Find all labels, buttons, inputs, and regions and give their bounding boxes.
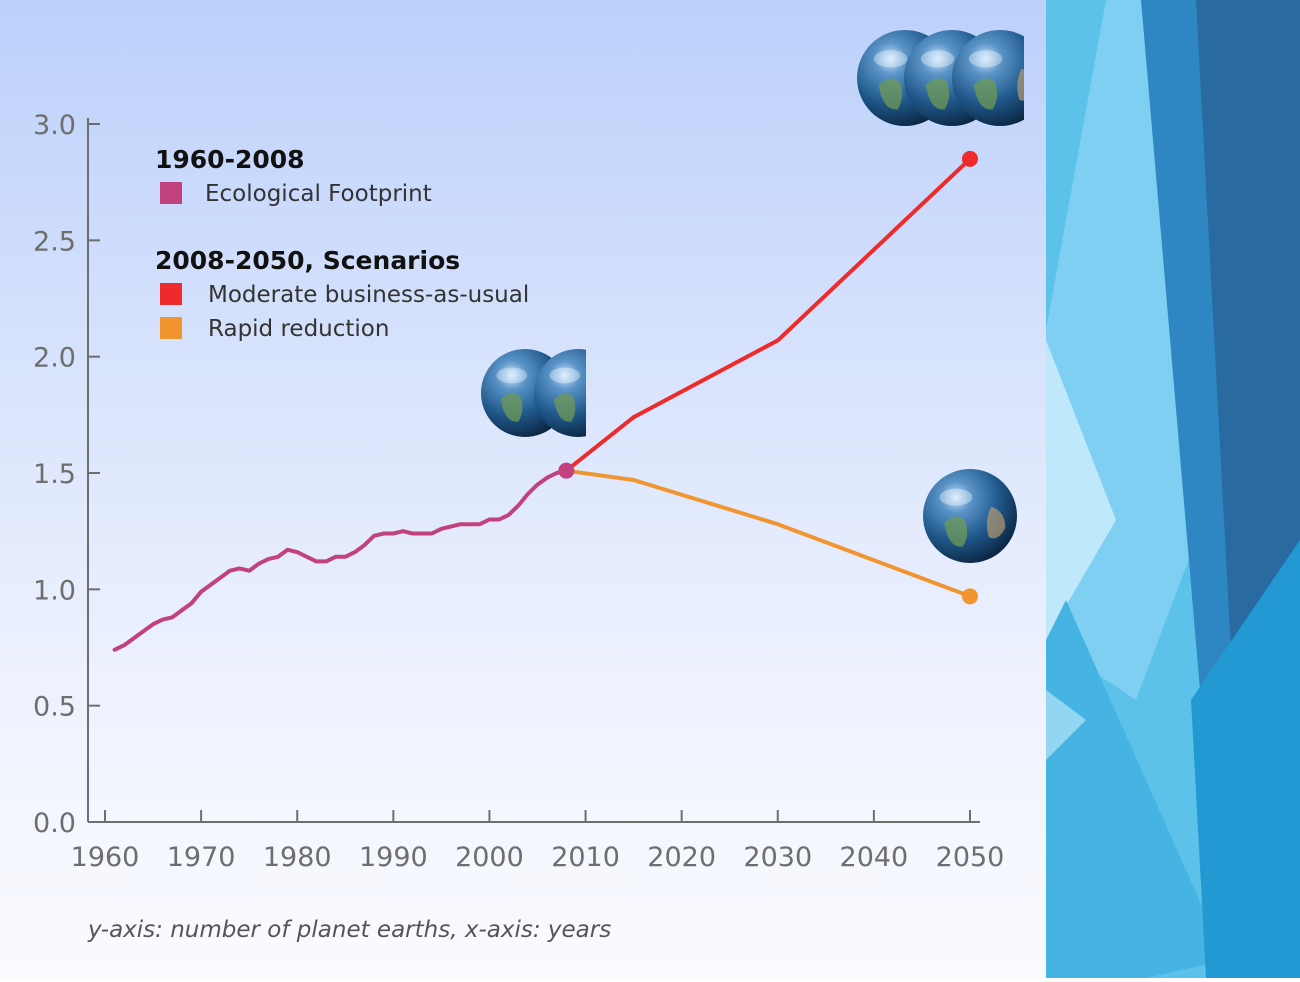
series-layer	[112, 156, 972, 652]
x-tick-label: 2010	[551, 842, 620, 873]
legend-label-moderate-bau: Moderate business-as-usual	[208, 282, 529, 308]
legend-heading-1960-2008: 1960-2008	[155, 145, 305, 174]
axis-caption: y-axis: number of planet earths, x-axis:…	[88, 917, 612, 943]
legend-swatch-moderate-bau	[160, 283, 182, 305]
x-tick-label: 2050	[936, 842, 1005, 873]
y-tick-label: 1.0	[33, 575, 76, 606]
legend-swatch-rapid-reduction	[160, 317, 182, 339]
decorative-side-panel	[1046, 0, 1300, 978]
earth-icons-layer	[481, 30, 1024, 563]
chart-panel: 0.0 0.5 1.0 1.5 2.0 2.5 3.0 1960 1970 1980 1990 200…	[0, 0, 1046, 978]
line-chart: 0.0 0.5 1.0 1.5 2.0 2.5 3.0 1960 1970 1980 1990 200…	[33, 30, 1024, 873]
legend-swatch-ecological-footprint	[160, 182, 182, 204]
series-line-ecological-footprint	[112, 468, 569, 652]
y-tick-label: 3.0	[33, 110, 76, 141]
y-tick-label: 0.5	[33, 692, 76, 723]
x-tick-label: 1980	[263, 842, 332, 873]
series-end-marker-ecological-footprint	[558, 462, 575, 479]
earth-globe-icon	[923, 469, 1017, 563]
series-end-marker-moderate-business-as-usual	[962, 150, 978, 167]
markers-layer	[558, 150, 978, 605]
legend: 1960-2008 Ecological Footprint 2008-2050…	[155, 145, 529, 342]
y-tick-label: 1.5	[33, 459, 76, 490]
x-tick-label: 1970	[167, 842, 236, 873]
series-line-rapid-reduction	[564, 468, 972, 599]
y-tick-label: 2.5	[33, 226, 76, 257]
series-line-moderate-business-as-usual	[564, 156, 972, 473]
y-tick-label: 0.0	[33, 808, 76, 839]
legend-heading-scenarios: 2008-2050, Scenarios	[155, 246, 460, 275]
x-tick-label: 1990	[359, 842, 428, 873]
y-tick-label: 2.0	[33, 343, 76, 374]
legend-label-ecological-footprint: Ecological Footprint	[205, 181, 432, 207]
earth-icons-two	[481, 349, 586, 437]
x-tick-label: 2030	[743, 842, 812, 873]
geometric-background-graphic	[1046, 0, 1300, 978]
axes: 0.0 0.5 1.0 1.5 2.0 2.5 3.0 1960 1970 1980 1990 200…	[33, 110, 1004, 873]
x-tick-label: 2020	[647, 842, 716, 873]
legend-label-rapid-reduction: Rapid reduction	[208, 316, 389, 342]
x-tick-label: 2040	[840, 842, 909, 873]
x-tick-label: 1960	[71, 842, 140, 873]
x-tick-label: 2000	[455, 842, 524, 873]
earth-icons-three	[857, 30, 1024, 126]
earth-globe-icon	[952, 30, 1024, 126]
earth-globe-icon	[534, 349, 586, 437]
series-end-marker-rapid-reduction	[962, 588, 978, 605]
earth-icons-one	[923, 469, 1017, 563]
